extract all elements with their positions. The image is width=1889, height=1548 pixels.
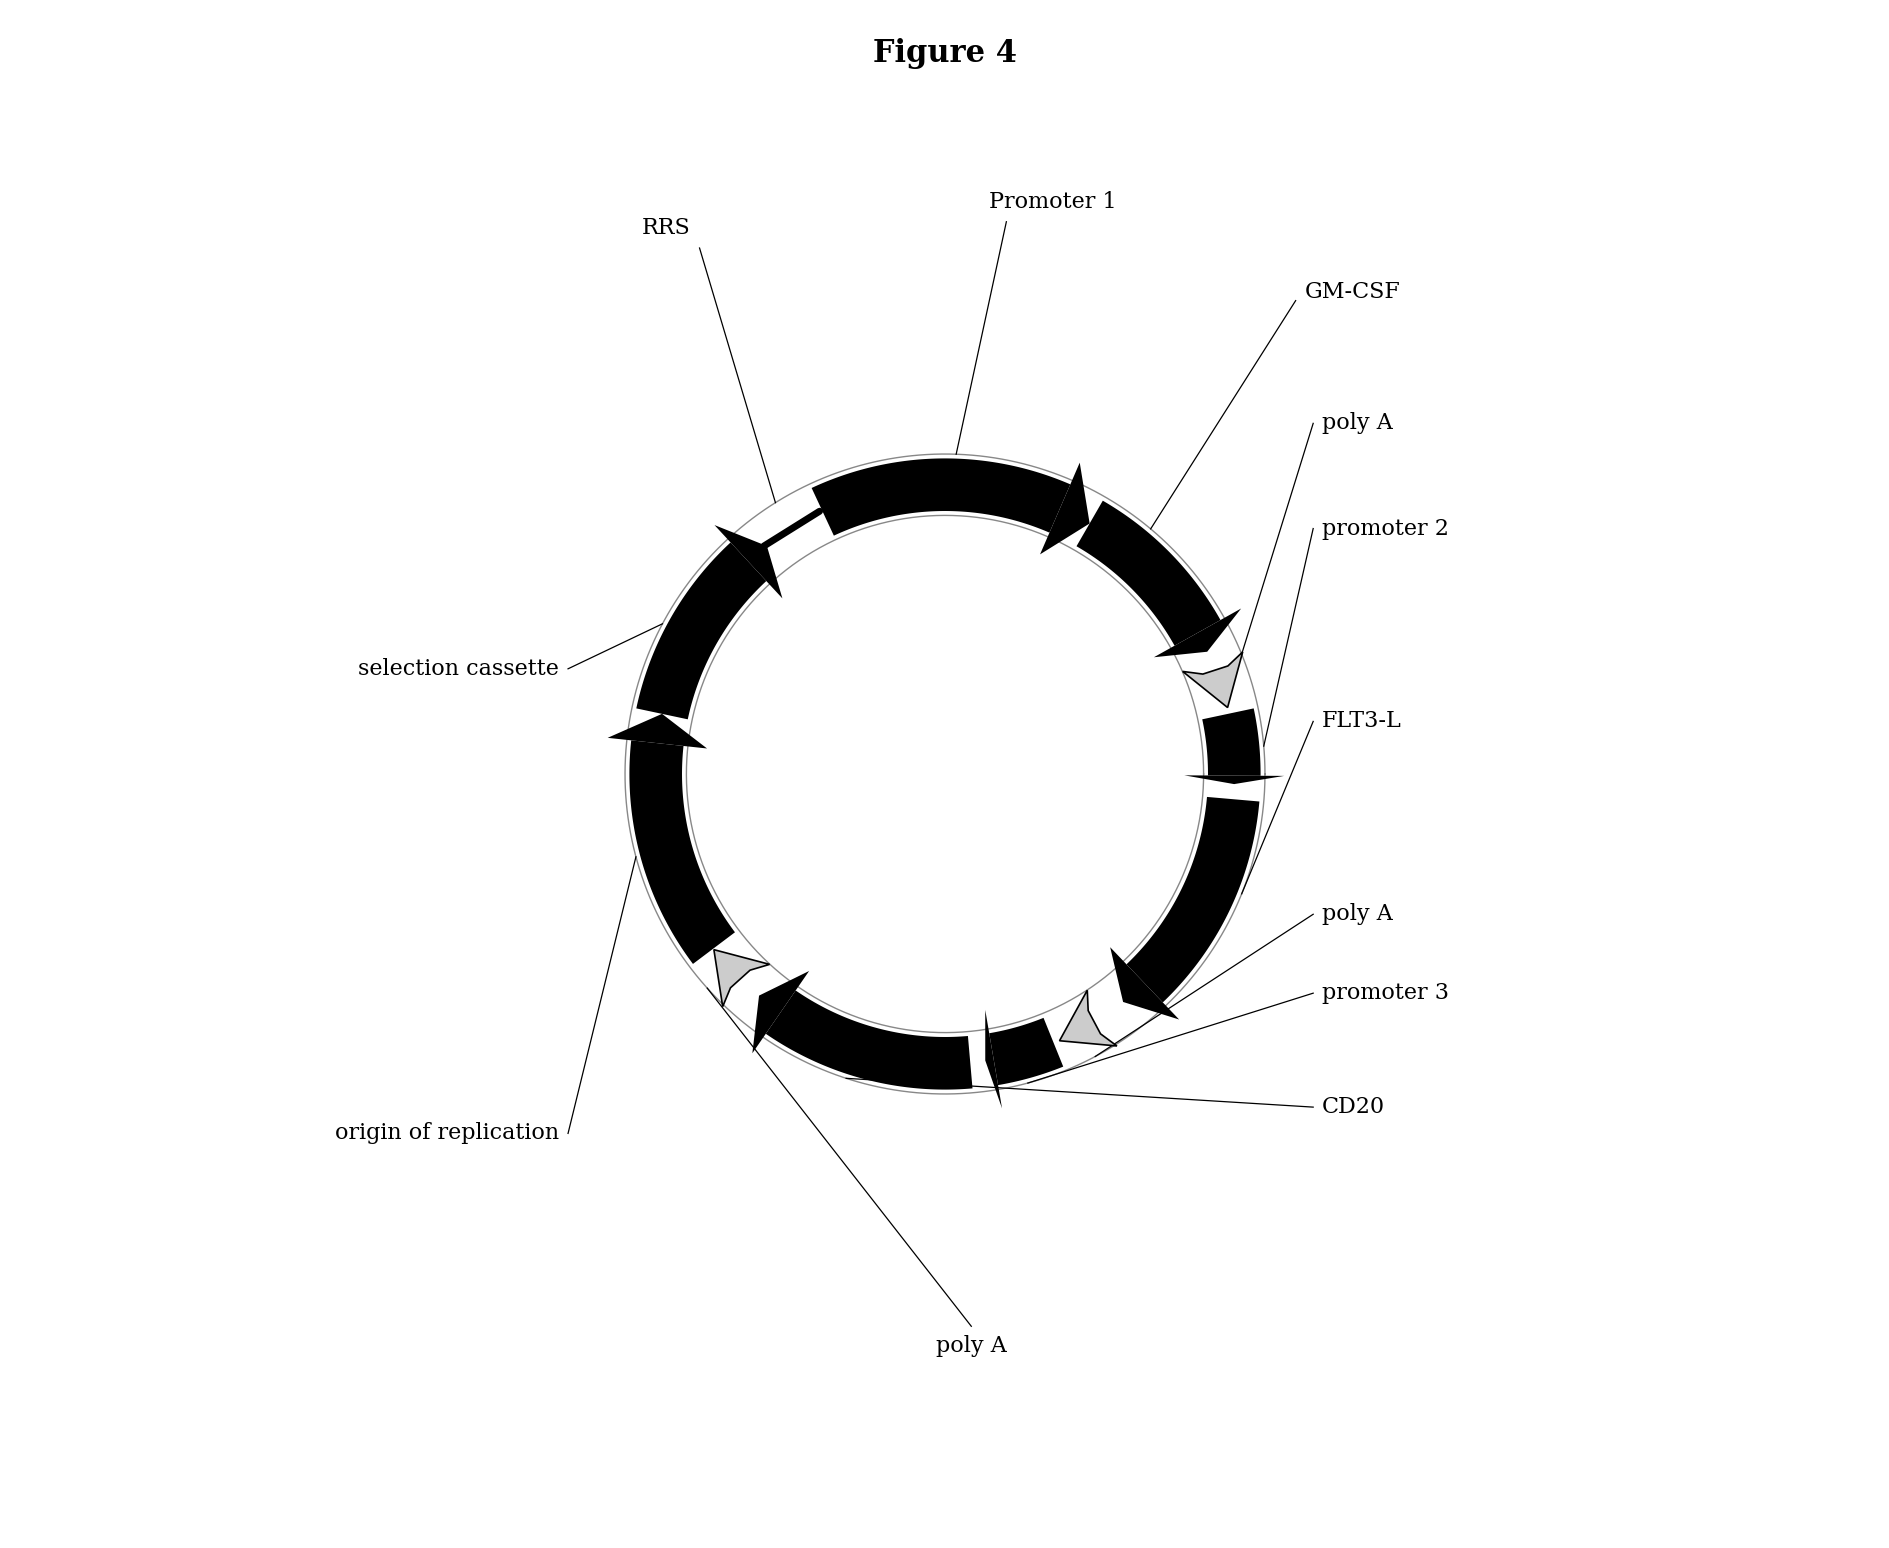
Text: FLT3-L: FLT3-L xyxy=(1320,711,1402,732)
Text: poly A: poly A xyxy=(1320,904,1392,926)
Text: RRS: RRS xyxy=(642,217,689,240)
Polygon shape xyxy=(1183,652,1243,707)
Text: CD20: CD20 xyxy=(1320,1096,1385,1118)
Text: selection cassette: selection cassette xyxy=(359,658,559,680)
Polygon shape xyxy=(629,740,735,964)
Polygon shape xyxy=(1201,709,1260,776)
Text: promoter 2: promoter 2 xyxy=(1320,517,1449,540)
Polygon shape xyxy=(1077,500,1220,646)
Polygon shape xyxy=(984,1009,1001,1108)
Polygon shape xyxy=(714,949,769,1006)
Polygon shape xyxy=(1039,463,1090,554)
Polygon shape xyxy=(1060,991,1116,1046)
Polygon shape xyxy=(608,714,706,749)
Text: Promoter 1: Promoter 1 xyxy=(988,190,1116,214)
Text: Figure 4: Figure 4 xyxy=(873,37,1016,68)
Polygon shape xyxy=(1154,608,1241,658)
Polygon shape xyxy=(765,991,973,1090)
Polygon shape xyxy=(752,971,808,1053)
Polygon shape xyxy=(637,542,765,720)
Text: GM-CSF: GM-CSF xyxy=(1303,280,1400,303)
Polygon shape xyxy=(1109,947,1179,1020)
Text: poly A: poly A xyxy=(1320,412,1392,435)
Polygon shape xyxy=(1126,797,1258,1003)
Text: promoter 3: promoter 3 xyxy=(1320,981,1449,1005)
Text: poly A: poly A xyxy=(935,1334,1007,1358)
Text: origin of replication: origin of replication xyxy=(334,1122,559,1144)
Polygon shape xyxy=(810,458,1069,536)
Polygon shape xyxy=(714,525,782,599)
Polygon shape xyxy=(988,1019,1064,1085)
Polygon shape xyxy=(1184,776,1283,785)
